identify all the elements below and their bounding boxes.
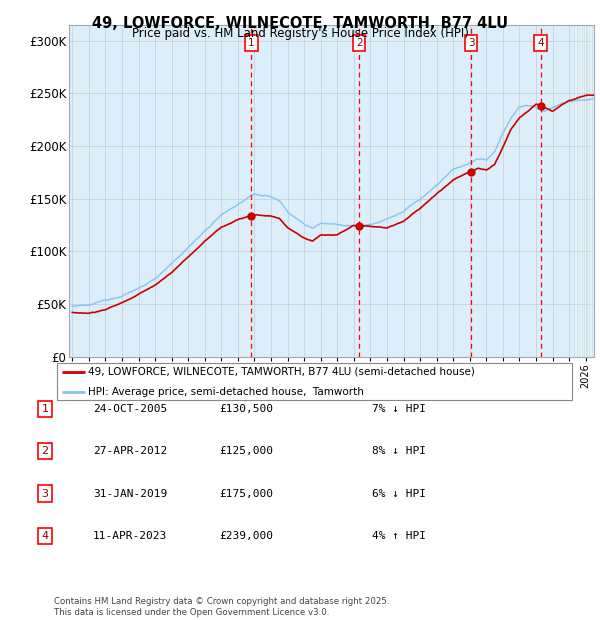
Text: 2: 2	[356, 38, 362, 48]
Text: 4% ↑ HPI: 4% ↑ HPI	[372, 531, 426, 541]
Text: 1: 1	[248, 38, 254, 48]
Text: Price paid vs. HM Land Registry's House Price Index (HPI): Price paid vs. HM Land Registry's House …	[131, 27, 469, 40]
Text: 1: 1	[41, 404, 49, 414]
Text: 49, LOWFORCE, WILNECOTE, TAMWORTH, B77 4LU: 49, LOWFORCE, WILNECOTE, TAMWORTH, B77 4…	[92, 16, 508, 30]
Text: 4: 4	[41, 531, 49, 541]
Text: 6% ↓ HPI: 6% ↓ HPI	[372, 489, 426, 498]
Text: 4: 4	[538, 38, 544, 48]
Text: 3: 3	[41, 489, 49, 498]
Text: 3: 3	[468, 38, 475, 48]
Text: 7% ↓ HPI: 7% ↓ HPI	[372, 404, 426, 414]
Text: £239,000: £239,000	[219, 531, 273, 541]
FancyBboxPatch shape	[56, 363, 572, 400]
Text: 31-JAN-2019: 31-JAN-2019	[93, 489, 167, 498]
Text: 27-APR-2012: 27-APR-2012	[93, 446, 167, 456]
Text: 2: 2	[41, 446, 49, 456]
Text: 8% ↓ HPI: 8% ↓ HPI	[372, 446, 426, 456]
Text: 11-APR-2023: 11-APR-2023	[93, 531, 167, 541]
Text: Contains HM Land Registry data © Crown copyright and database right 2025.
This d: Contains HM Land Registry data © Crown c…	[54, 598, 389, 617]
Text: 49, LOWFORCE, WILNECOTE, TAMWORTH, B77 4LU (semi-detached house): 49, LOWFORCE, WILNECOTE, TAMWORTH, B77 4…	[88, 366, 475, 376]
Text: £175,000: £175,000	[219, 489, 273, 498]
Text: £125,000: £125,000	[219, 446, 273, 456]
Text: HPI: Average price, semi-detached house,  Tamworth: HPI: Average price, semi-detached house,…	[88, 387, 364, 397]
Text: £130,500: £130,500	[219, 404, 273, 414]
Bar	[574, 25, 599, 356]
Text: 24-OCT-2005: 24-OCT-2005	[93, 404, 167, 414]
